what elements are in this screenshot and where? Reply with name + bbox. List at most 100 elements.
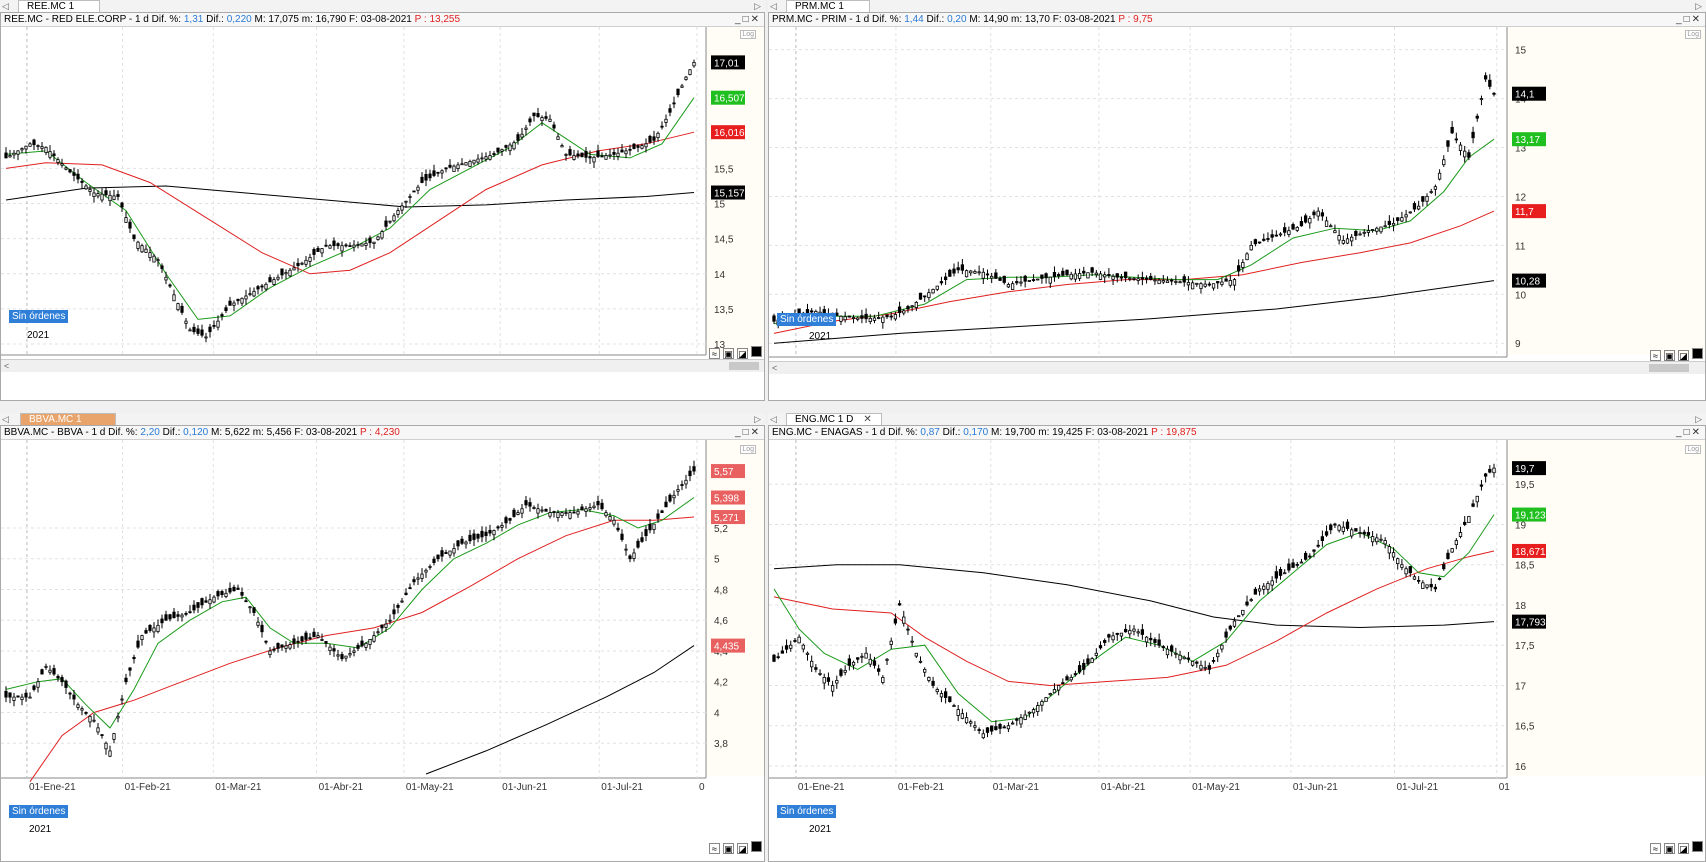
candle-body [520, 133, 524, 138]
candle-body [1065, 676, 1069, 681]
tab-bbva[interactable]: BBVA.MC 1 D✕ [20, 413, 116, 437]
candle-body [1207, 665, 1211, 670]
maximize-icon[interactable]: □ [1683, 14, 1692, 25]
drawing-icon[interactable]: ≈ [709, 348, 720, 359]
black-square-icon[interactable] [751, 841, 762, 852]
tab-scroll-right-icon[interactable]: ▷ [754, 414, 761, 424]
candle-body [220, 591, 224, 595]
horizontal-scrollbar[interactable]: < [769, 361, 1705, 374]
log-scale-button[interactable]: Log [740, 445, 756, 454]
candle-body [939, 281, 944, 284]
candle-body [1023, 714, 1027, 720]
tab-ree[interactable]: REE.MC 1 D✕ [18, 0, 100, 24]
candle-body [468, 534, 472, 542]
tab-prm[interactable]: PRM.MC 1 D✕ [786, 0, 870, 24]
chart-svg[interactable]: 151413121110901-Ene-2101-Feb-2101-Mar-21… [769, 13, 1706, 401]
maximize-icon[interactable]: □ [742, 427, 751, 438]
candle-body [1052, 689, 1057, 694]
ma-short-line [773, 514, 1495, 723]
color-icon[interactable]: ◪ [737, 348, 748, 359]
dif-pct-label: Dif. %: [151, 14, 182, 25]
candle-body [1404, 214, 1408, 218]
candle-body [1006, 284, 1011, 288]
candle-body [16, 150, 20, 155]
candle-body [632, 143, 636, 149]
candle-body [1086, 658, 1090, 665]
scrollbar-thumb[interactable] [1649, 364, 1689, 372]
candle-body [56, 159, 60, 163]
close-icon[interactable]: ✕ [750, 427, 761, 438]
log-scale-button[interactable]: Log [1685, 30, 1701, 39]
black-square-icon[interactable] [1692, 841, 1703, 852]
candle-body [1090, 267, 1094, 273]
candle-body [981, 271, 985, 279]
candle-body [300, 262, 304, 265]
candle-body [392, 215, 396, 222]
black-square-icon[interactable] [751, 346, 762, 357]
close-icon[interactable]: ✕ [1691, 14, 1702, 25]
candle-body [877, 317, 881, 319]
y-tick-label: 5 [714, 555, 720, 566]
candle-body [444, 552, 448, 554]
candle-body [1195, 661, 1199, 664]
minimize-icon[interactable]: _ [1676, 14, 1684, 25]
candle-body [224, 592, 228, 597]
drawing-icon[interactable]: ≈ [1650, 350, 1661, 361]
candle-body [236, 298, 240, 302]
candle-body [184, 612, 188, 615]
log-scale-button[interactable]: Log [740, 30, 756, 39]
color-icon[interactable]: ◪ [737, 843, 748, 854]
tab-scroll-right-icon[interactable]: ▷ [1695, 414, 1702, 424]
candle-body [839, 669, 843, 676]
candle-body [1031, 279, 1036, 281]
candle-body [1211, 660, 1216, 662]
save-icon[interactable]: ▣ [723, 843, 734, 854]
drawing-icon[interactable]: ≈ [1650, 843, 1661, 854]
year-label: 2021 [809, 331, 832, 342]
candle-body [960, 713, 965, 719]
candle-body [1270, 580, 1274, 586]
candle-body [468, 160, 472, 167]
dif-label: Dif.: [162, 427, 181, 438]
save-icon[interactable]: ▣ [723, 348, 734, 359]
horizontal-scrollbar[interactable]: < [1, 359, 764, 372]
chart-svg[interactable]: 5,254,84,64,44,243,801-Ene-2101-Feb-2101… [1, 426, 765, 862]
save-icon[interactable]: ▣ [1664, 350, 1675, 361]
tab-scroll-left-icon[interactable]: ◁ [770, 1, 777, 11]
tab-scroll-right-icon[interactable]: ▷ [754, 1, 761, 11]
tab-scroll-left-icon[interactable]: ◁ [770, 414, 777, 424]
candle-body [1249, 599, 1253, 601]
candle-body [881, 677, 885, 683]
candle-body [188, 329, 192, 332]
close-icon[interactable]: ✕ [863, 414, 872, 425]
chart-svg[interactable]: 19,5 19 18,5 18 17,5 17 16,5 16 01-Ene-21 01-Feb-… [769, 426, 1706, 862]
candle-body [1312, 549, 1316, 552]
maximize-icon[interactable]: □ [742, 14, 751, 25]
candle-body [96, 727, 100, 733]
tab-scroll-left-icon[interactable]: ◁ [2, 414, 9, 424]
candle-body [156, 259, 160, 262]
save-icon[interactable]: ▣ [1664, 843, 1675, 854]
drawing-icon[interactable]: ≈ [709, 843, 720, 854]
chart-svg[interactable]: 15,51514,51413,51301-Ene-2101-Feb-2101-M… [1, 13, 765, 401]
scroll-left-icon[interactable]: < [4, 361, 10, 371]
minimize-icon[interactable]: _ [1676, 427, 1684, 438]
color-icon[interactable]: ◪ [1678, 843, 1689, 854]
minimize-icon[interactable]: _ [735, 427, 743, 438]
candle-body [931, 680, 935, 686]
tab-scroll-left-icon[interactable]: ◁ [2, 1, 9, 11]
minimize-icon[interactable]: _ [735, 14, 743, 25]
close-icon[interactable]: ✕ [750, 14, 761, 25]
color-icon[interactable]: ◪ [1678, 350, 1689, 361]
close-icon[interactable]: ✕ [1691, 427, 1702, 438]
log-scale-button[interactable]: Log [1685, 445, 1701, 454]
tab-scroll-right-icon[interactable]: ▷ [1695, 1, 1702, 11]
scroll-left-icon[interactable]: < [772, 363, 778, 373]
candle-body [1421, 582, 1425, 589]
candle-body [516, 134, 520, 141]
scrollbar-thumb[interactable] [729, 362, 759, 370]
maximize-icon[interactable]: □ [1683, 427, 1692, 438]
candle-body [308, 256, 312, 262]
black-square-icon[interactable] [1692, 348, 1703, 359]
tab-eng[interactable]: ENG.MC 1 D ✕ [786, 413, 882, 425]
